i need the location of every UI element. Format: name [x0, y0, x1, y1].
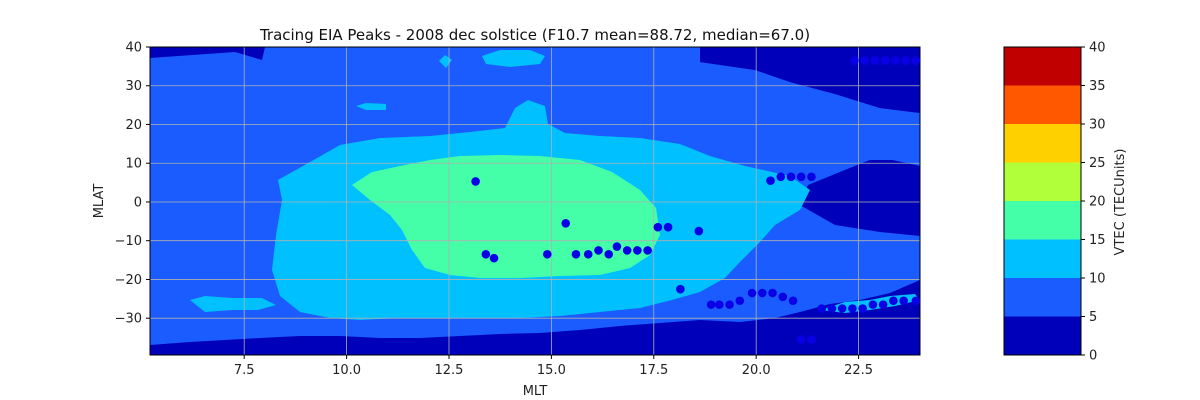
x-tick-label-3: 15.0 [537, 363, 566, 378]
contour-level-10-15-top-island [482, 50, 545, 67]
peak-point-0 [471, 177, 480, 186]
colorbar-segment-3 [1004, 201, 1081, 240]
peak-point-20 [735, 296, 745, 306]
colorbar-tick-label-4: 20 [1089, 195, 1106, 210]
colorbar-tick-label-3: 15 [1089, 233, 1106, 248]
peak-points [471, 56, 921, 344]
y-tick-label-0: −30 [115, 312, 142, 327]
x-tick-label-1: 10.0 [332, 363, 361, 378]
x-tick-label-6: 22.5 [844, 363, 873, 378]
y-axis-ticks: −30 −20 −10 0 10 20 30 40 [115, 41, 150, 327]
peak-point-30 [837, 304, 847, 313]
peak-point-37 [911, 296, 921, 306]
contour-level-10-15-small-island [356, 103, 386, 110]
x-tick-label-0: 7.5 [234, 363, 255, 378]
x-tick-label-5: 20.0 [742, 363, 771, 378]
peak-point-49 [911, 56, 921, 65]
peak-point-31 [848, 304, 857, 313]
peak-point-13 [653, 222, 663, 232]
peak-point-24 [778, 292, 788, 302]
contour-level-0-5-right [800, 160, 920, 236]
colorbar-segment-0 [1004, 316, 1081, 355]
peak-point-8 [604, 249, 614, 259]
peak-point-5 [571, 249, 581, 259]
peak-point-18 [715, 300, 724, 309]
peak-point-19 [725, 300, 734, 309]
peak-point-47 [891, 56, 900, 65]
peak-point-2 [481, 249, 491, 259]
y-tick-label-1: −20 [115, 273, 142, 288]
peak-point-40 [786, 172, 796, 182]
peak-point-41 [796, 172, 806, 182]
peak-point-22 [758, 288, 767, 298]
colorbar-tick-label-2: 10 [1089, 272, 1106, 287]
x-axis-ticks: 7.5 10.0 12.5 15.0 17.5 20.0 22.5 [234, 355, 873, 378]
peak-point-17 [706, 300, 716, 309]
colorbar-tick-label-5: 25 [1089, 156, 1106, 171]
peak-point-3 [489, 253, 499, 263]
y-tick-label-5: 20 [125, 118, 142, 133]
peak-point-45 [870, 56, 880, 65]
colorbar: 0 5 10 15 20 25 30 35 40 [1003, 41, 1106, 364]
peak-point-42 [807, 172, 816, 182]
peak-point-10 [622, 246, 632, 255]
colorbar-tick-label-1: 5 [1089, 310, 1097, 325]
y-tick-label-3: 0 [134, 195, 142, 210]
peak-point-11 [633, 246, 642, 255]
peak-point-29 [827, 304, 837, 313]
peak-point-16 [676, 284, 685, 294]
chart-title: Tracing EIA Peaks - 2008 dec solstice (F… [259, 26, 810, 44]
peak-point-44 [860, 56, 870, 65]
peak-point-14 [663, 222, 673, 232]
peak-point-35 [889, 296, 898, 306]
peak-point-12 [643, 246, 652, 255]
colorbar-tick-label-0: 0 [1089, 349, 1097, 364]
y-tick-label-6: 30 [125, 79, 142, 94]
peak-point-36 [899, 296, 908, 306]
y-axis-label: MLAT [92, 184, 107, 219]
colorbar-label: VTEC (TECUnits) [1113, 149, 1128, 256]
colorbar-tick-label-7: 35 [1089, 79, 1106, 94]
peak-point-33 [868, 300, 878, 309]
x-axis-label: MLT [523, 384, 548, 399]
y-tick-label-4: 10 [125, 157, 142, 172]
colorbar-segment-2 [1004, 239, 1081, 278]
colorbar-tick-label-6: 30 [1089, 118, 1106, 133]
y-tick-label-7: 40 [125, 41, 142, 56]
peak-point-25 [788, 296, 798, 306]
contour-level-15-20 [352, 155, 660, 278]
peak-point-21 [747, 288, 757, 298]
peak-point-4 [542, 249, 552, 259]
colorbar-segment-4 [1004, 162, 1081, 201]
peak-point-7 [594, 246, 603, 255]
contour-level-10-15-lower-left [190, 296, 276, 312]
peak-point-28 [817, 304, 827, 313]
peak-point-46 [880, 56, 890, 65]
peak-point-15 [694, 226, 704, 236]
plot-area [150, 47, 920, 355]
peak-point-6 [583, 249, 593, 259]
colorbar-segment-5 [1004, 124, 1081, 163]
colorbar-segment-1 [1004, 278, 1081, 317]
plot-frame [149, 46, 921, 356]
peak-point-26 [796, 335, 806, 344]
colorbar-segment-7 [1004, 47, 1081, 86]
x-tick-label-4: 17.5 [639, 363, 668, 378]
peak-point-34 [878, 300, 888, 309]
peak-point-23 [768, 288, 777, 298]
peak-point-9 [612, 242, 622, 251]
y-tick-label-2: −10 [115, 234, 142, 249]
colorbar-tick-label-8: 40 [1089, 41, 1106, 56]
peak-point-48 [901, 56, 910, 65]
peak-point-32 [858, 304, 867, 313]
peak-point-38 [766, 176, 775, 185]
peak-point-39 [776, 172, 786, 182]
peak-point-27 [807, 335, 816, 344]
peak-point-1 [561, 218, 571, 228]
x-tick-label-2: 12.5 [435, 363, 464, 378]
colorbar-segment-6 [1004, 85, 1081, 124]
peak-point-43 [850, 56, 859, 65]
